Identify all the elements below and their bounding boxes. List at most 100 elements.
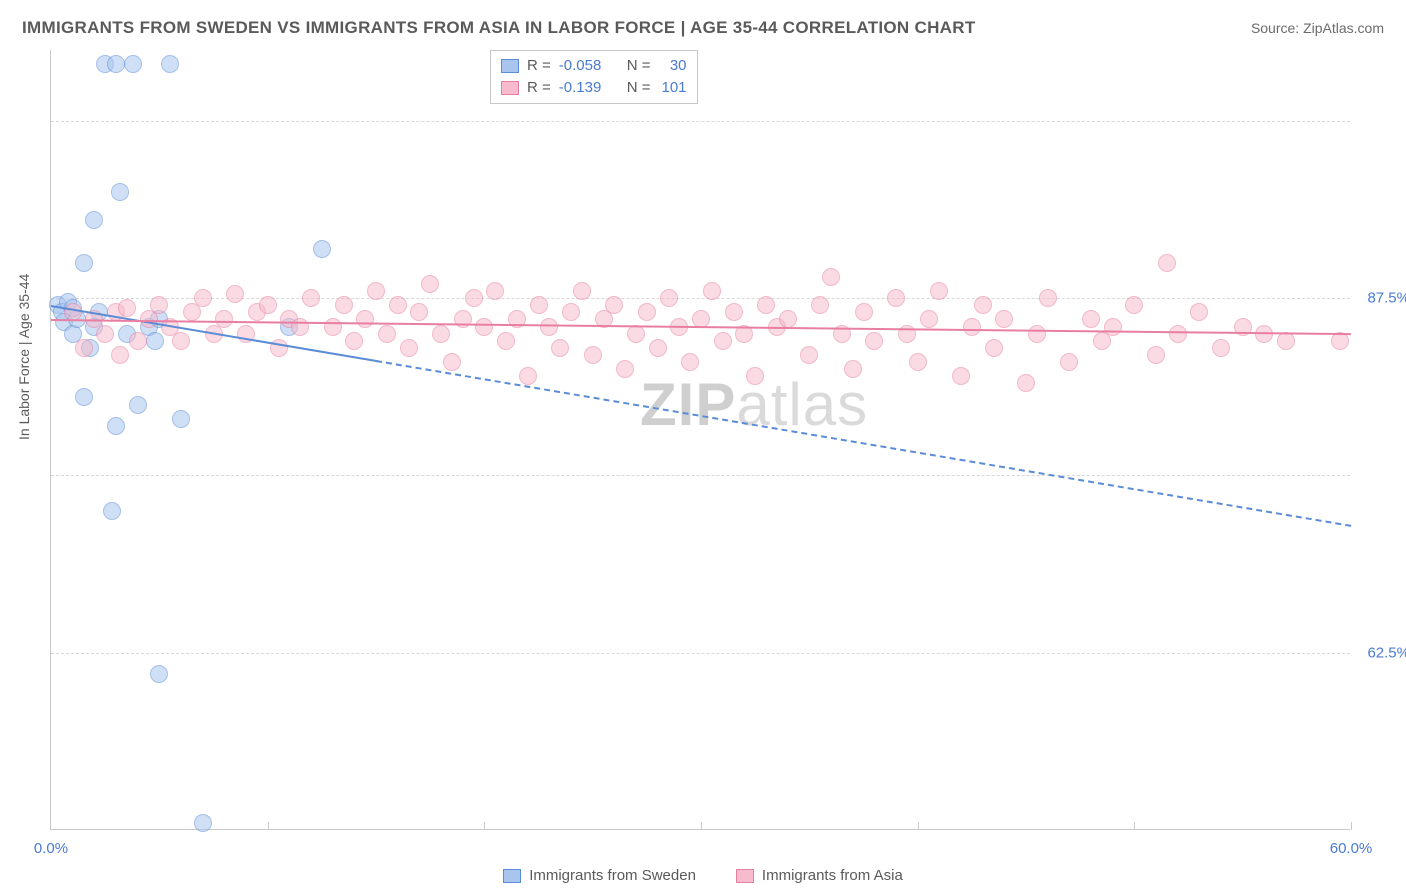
data-point-asia: [111, 346, 129, 364]
data-point-asia: [1158, 254, 1176, 272]
gridline-v: [1351, 822, 1352, 830]
legend-n-value-asia: 101: [659, 77, 687, 99]
data-point-asia: [855, 303, 873, 321]
gridline-h: [51, 298, 1350, 299]
data-point-sweden: [194, 814, 212, 832]
data-point-asia: [779, 310, 797, 328]
y-axis-title: In Labor Force | Age 35-44: [16, 274, 32, 440]
legend-swatch-sweden: [501, 59, 519, 73]
data-point-asia: [486, 282, 504, 300]
gridline-v: [268, 822, 269, 830]
data-point-asia: [920, 310, 938, 328]
data-point-asia: [75, 339, 93, 357]
data-point-asia: [800, 346, 818, 364]
data-point-asia: [1039, 289, 1057, 307]
data-point-asia: [410, 303, 428, 321]
legend-swatch-asia: [501, 81, 519, 95]
data-point-asia: [226, 285, 244, 303]
data-point-asia: [194, 289, 212, 307]
data-point-asia: [172, 332, 190, 350]
data-point-asia: [421, 275, 439, 293]
data-point-asia: [530, 296, 548, 314]
legend-series: Immigrants from Sweden Immigrants from A…: [0, 867, 1406, 884]
data-point-asia: [324, 318, 342, 336]
legend-label-asia: Immigrants from Asia: [762, 867, 903, 884]
data-point-asia: [1147, 346, 1165, 364]
gridline-v: [1134, 822, 1135, 830]
data-point-sweden: [107, 55, 125, 73]
data-point-asia: [1060, 353, 1078, 371]
data-point-asia: [584, 346, 602, 364]
data-point-asia: [345, 332, 363, 350]
data-point-asia: [465, 289, 483, 307]
data-point-asia: [746, 367, 764, 385]
data-point-asia: [497, 332, 515, 350]
legend-row-asia: R = -0.139 N = 101: [501, 77, 687, 99]
data-point-asia: [150, 296, 168, 314]
data-point-asia: [1169, 325, 1187, 343]
data-point-asia: [1104, 318, 1122, 336]
legend-correlation: R = -0.058 N = 30 R = -0.139 N = 101: [490, 50, 698, 104]
data-point-asia: [118, 299, 136, 317]
legend-row-sweden: R = -0.058 N = 30: [501, 55, 687, 77]
gridline-h: [51, 653, 1350, 654]
data-point-asia: [475, 318, 493, 336]
data-point-asia: [605, 296, 623, 314]
data-point-asia: [660, 289, 678, 307]
legend-swatch-sweden: [503, 869, 521, 883]
data-point-asia: [389, 296, 407, 314]
legend-r-label: R =: [527, 77, 551, 99]
data-point-sweden: [107, 417, 125, 435]
legend-r-value-asia: -0.139: [559, 77, 619, 99]
data-point-asia: [454, 310, 472, 328]
data-point-asia: [865, 332, 883, 350]
gridline-h: [51, 475, 1350, 476]
data-point-asia: [367, 282, 385, 300]
data-point-asia: [616, 360, 634, 378]
data-point-sweden: [172, 410, 190, 428]
data-point-asia: [432, 325, 450, 343]
data-point-asia: [356, 310, 374, 328]
data-point-asia: [1028, 325, 1046, 343]
data-point-asia: [551, 339, 569, 357]
legend-r-label: R =: [527, 55, 551, 77]
legend-n-label: N =: [627, 55, 651, 77]
data-point-sweden: [124, 55, 142, 73]
data-point-asia: [703, 282, 721, 300]
data-point-asia: [96, 325, 114, 343]
data-point-sweden: [111, 183, 129, 201]
data-point-asia: [1082, 310, 1100, 328]
data-point-asia: [681, 353, 699, 371]
data-point-asia: [811, 296, 829, 314]
data-point-sweden: [103, 502, 121, 520]
trend-line-sweden-dashed: [376, 360, 1351, 527]
data-point-asia: [443, 353, 461, 371]
data-point-asia: [540, 318, 558, 336]
gridline-h: [51, 121, 1350, 122]
data-point-asia: [259, 296, 277, 314]
data-point-asia: [638, 303, 656, 321]
data-point-asia: [995, 310, 1013, 328]
legend-n-value-sweden: 30: [659, 55, 687, 77]
data-point-asia: [1190, 303, 1208, 321]
x-tick-label: 0.0%: [34, 840, 68, 857]
data-point-asia: [335, 296, 353, 314]
gridline-v: [701, 822, 702, 830]
data-point-asia: [963, 318, 981, 336]
gridline-v: [484, 822, 485, 830]
data-point-asia: [215, 310, 233, 328]
data-point-sweden: [150, 665, 168, 683]
data-point-asia: [725, 303, 743, 321]
data-point-sweden: [75, 388, 93, 406]
data-point-asia: [930, 282, 948, 300]
data-point-sweden: [161, 55, 179, 73]
x-tick-label: 60.0%: [1330, 840, 1373, 857]
data-point-asia: [1017, 374, 1035, 392]
data-point-asia: [573, 282, 591, 300]
data-point-asia: [887, 289, 905, 307]
data-point-asia: [519, 367, 537, 385]
data-point-sweden: [129, 396, 147, 414]
chart-title: IMMIGRANTS FROM SWEDEN VS IMMIGRANTS FRO…: [22, 18, 976, 38]
data-point-asia: [1212, 339, 1230, 357]
data-point-asia: [302, 289, 320, 307]
